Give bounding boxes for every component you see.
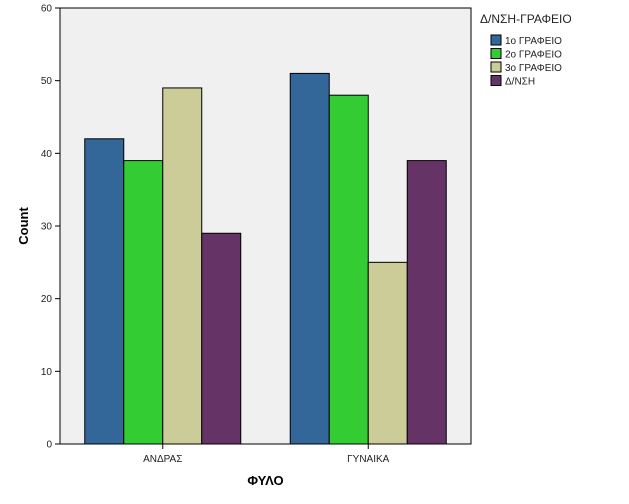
bar-2-1	[289, 72, 330, 445]
x-axis-title: ΦΥΛΟ	[247, 473, 283, 488]
legend-swatch	[490, 48, 502, 59]
x-tick-label: ΑΝΔΡΑΣ	[143, 454, 182, 465]
legend-label: 3ο ΓΡΑΦΕΙΟ	[505, 63, 562, 74]
legend-label: Δ/ΝΣΗ	[505, 77, 535, 88]
bars-group	[84, 72, 447, 445]
y-tick-label: 40	[41, 149, 53, 160]
y-axis: 0 10 20 30 40 50 60	[41, 4, 60, 451]
y-tick-label: 10	[41, 367, 53, 378]
legend-label: 1ο ΓΡΑΦΕΙΟ	[505, 36, 562, 47]
bar-2-4	[406, 160, 447, 445]
legend-swatch	[490, 34, 502, 46]
x-tick-label: ΓΥΝΑΙΚΑ	[347, 454, 390, 465]
legend: Δ/ΝΣΗ-ΓΡΑΦΕΙΟ 1ο ΓΡΑΦΕΙΟ 2ο ΓΡΑΦΕΙΟ 3ο ΓΡΑ…	[480, 12, 572, 88]
bar-2-2	[328, 94, 369, 445]
legend-label: 2ο ΓΡΑΦΕΙΟ	[505, 50, 562, 61]
legend-swatch	[490, 61, 502, 73]
bar-2-3	[367, 261, 408, 445]
legend-swatch	[490, 75, 502, 86]
legend-title: Δ/ΝΣΗ-ΓΡΑΦΕΙΟ	[480, 12, 572, 26]
y-tick-label: 50	[41, 76, 53, 87]
y-tick-label: 60	[41, 4, 53, 15]
bar-1-1	[84, 138, 125, 445]
y-tick-label: 20	[41, 294, 53, 305]
bar-1-3	[162, 87, 203, 445]
y-axis-title: Count	[16, 207, 31, 245]
bar-1-2	[123, 160, 164, 445]
x-axis: ΑΝΔΡΑΣ ΓΥΝΑΙΚΑ	[143, 444, 390, 465]
bar-1-4	[201, 232, 242, 445]
y-tick-label: 30	[41, 222, 53, 233]
y-tick-label: 0	[46, 440, 52, 451]
